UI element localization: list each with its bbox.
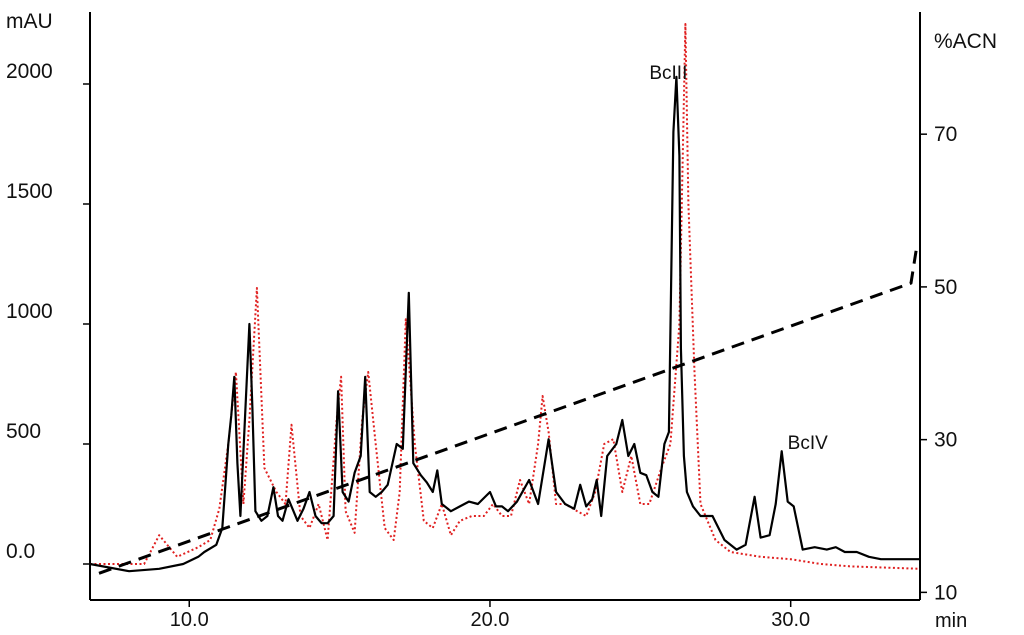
series-line-dotted (90, 23, 921, 570)
y-left-tick-label: 0.0 (6, 540, 35, 563)
series-line-solid (89, 75, 920, 573)
y-right-axis-label: %ACN (934, 30, 997, 53)
y-right-tick-label: 70 (934, 123, 957, 146)
x-tick-label: 30.0 (771, 609, 810, 631)
y-right-tick-label: 30 (934, 429, 957, 452)
chart-ticks: 10.0 20.0 30.0 0.0 500 1000 1500 2000 10 30 50 70 (6, 60, 957, 631)
y-right-tick-label: 50 (934, 276, 957, 299)
chart-annotations: BcIII BcIV (649, 63, 828, 454)
chart-series (89, 23, 921, 575)
y-left-axis-label: mAU (6, 10, 53, 33)
y-left-tick-label: 2000 (6, 60, 53, 83)
y-left-tick-label: 500 (6, 420, 41, 443)
x-axis-label: min (935, 610, 967, 632)
x-tick-label: 20.0 (470, 609, 509, 631)
y-right-tick-label: 10 (934, 581, 957, 604)
y-left-tick-label: 1500 (6, 180, 53, 203)
y-left-tick-label: 1000 (6, 300, 53, 323)
peak-annotation: BcIII (649, 63, 687, 84)
x-tick-label: 10.0 (170, 609, 209, 631)
chart-axes (89, 12, 921, 601)
peak-annotation: BcIV (788, 433, 828, 454)
acn-gradient-line (98, 244, 919, 575)
